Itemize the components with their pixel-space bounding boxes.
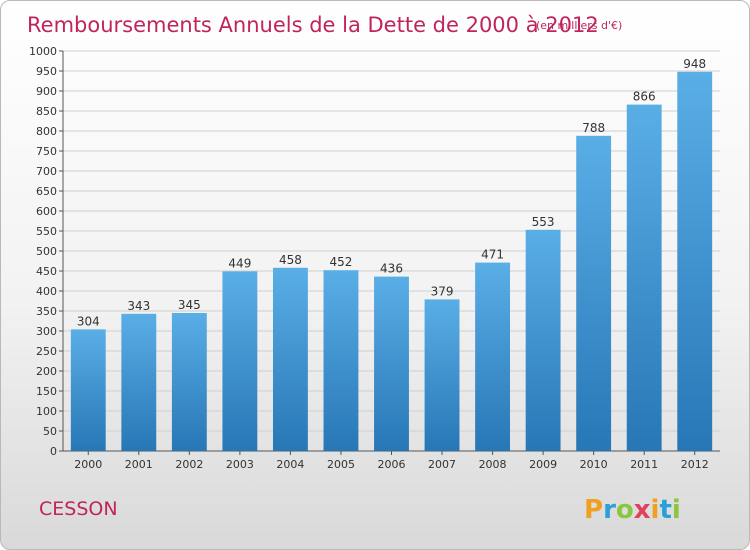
- bar-2012: [677, 71, 713, 452]
- x-tick-label: 2012: [681, 458, 709, 471]
- x-tick-label: 2010: [580, 458, 608, 471]
- y-tick-label: 250: [36, 345, 57, 358]
- y-tick-label: 800: [36, 125, 57, 138]
- bar-2011: [626, 104, 662, 451]
- bar-2008: [475, 262, 511, 451]
- y-tick-label: 850: [36, 105, 57, 118]
- bar-2001: [121, 313, 157, 451]
- x-tick-label: 2006: [378, 458, 406, 471]
- y-tick-label: 600: [36, 205, 57, 218]
- y-tick-label: 200: [36, 365, 57, 378]
- bar-2003: [222, 271, 258, 451]
- y-tick-label: 500: [36, 245, 57, 258]
- y-tick-label: 100: [36, 405, 57, 418]
- x-tick-label: 2009: [529, 458, 557, 471]
- bar-2000: [70, 329, 106, 451]
- x-tick-label: 2000: [74, 458, 102, 471]
- bar-2006: [374, 276, 409, 451]
- y-tick-label: 300: [36, 325, 57, 338]
- x-axis: 2000 2001 2002 2003 2004 2005 2006 2007 2008 2009…: [74, 451, 709, 471]
- data-label-2001: 343: [127, 299, 150, 313]
- bars: 304 343 345 449 458 452 436 379 471 553 788 866 948: [70, 57, 713, 452]
- brand-wordmark: Proxiti: [584, 495, 681, 525]
- data-label-2003: 449: [228, 256, 251, 270]
- proxiti-logo: Proxiti: [584, 495, 681, 525]
- x-tick-label: 2007: [428, 458, 456, 471]
- data-label-2007: 379: [431, 284, 454, 298]
- x-tick-label: 2011: [630, 458, 658, 471]
- data-label-2006: 436: [380, 262, 403, 276]
- y-tick-label: 0: [50, 445, 57, 458]
- x-tick-label: 2003: [226, 458, 254, 471]
- y-tick-label: 400: [36, 285, 57, 298]
- y-tick-label: 650: [36, 185, 57, 198]
- bar-2005: [323, 270, 359, 451]
- data-label-2011: 866: [633, 90, 656, 104]
- data-label-2002: 345: [178, 298, 201, 312]
- x-tick-label: 2002: [175, 458, 203, 471]
- y-tick-label: 150: [36, 385, 57, 398]
- x-tick-label: 2001: [125, 458, 153, 471]
- y-tick-label: 550: [36, 225, 57, 238]
- y-tick-label: 900: [36, 85, 57, 98]
- data-label-2005: 452: [330, 255, 353, 269]
- bar-2007: [424, 299, 460, 451]
- data-label-2004: 458: [279, 253, 302, 267]
- bar-2009: [525, 229, 561, 451]
- y-tick-label: 1000: [29, 45, 57, 58]
- data-label-2008: 471: [481, 248, 504, 262]
- chart-subtitle: (en milliers d'€): [536, 19, 622, 32]
- data-label-2009: 553: [532, 215, 555, 229]
- data-label-2000: 304: [77, 314, 100, 328]
- place-name: CESSON: [39, 498, 118, 520]
- y-tick-label: 50: [43, 425, 57, 438]
- y-tick-label: 750: [36, 145, 57, 158]
- y-tick-label: 450: [36, 265, 57, 278]
- x-tick-label: 2008: [479, 458, 507, 471]
- x-tick-label: 2005: [327, 458, 355, 471]
- y-tick-label: 350: [36, 305, 57, 318]
- data-label-2012: 948: [683, 57, 706, 71]
- bar-2004: [272, 267, 308, 451]
- chart-title: Remboursements Annuels de la Dette de 20…: [27, 13, 599, 37]
- data-label-2010: 788: [582, 121, 605, 135]
- bar-2002: [171, 313, 207, 451]
- x-tick-label: 2004: [276, 458, 304, 471]
- y-tick-label: 700: [36, 165, 57, 178]
- bar-2010: [576, 135, 612, 452]
- y-tick-label: 950: [36, 65, 57, 78]
